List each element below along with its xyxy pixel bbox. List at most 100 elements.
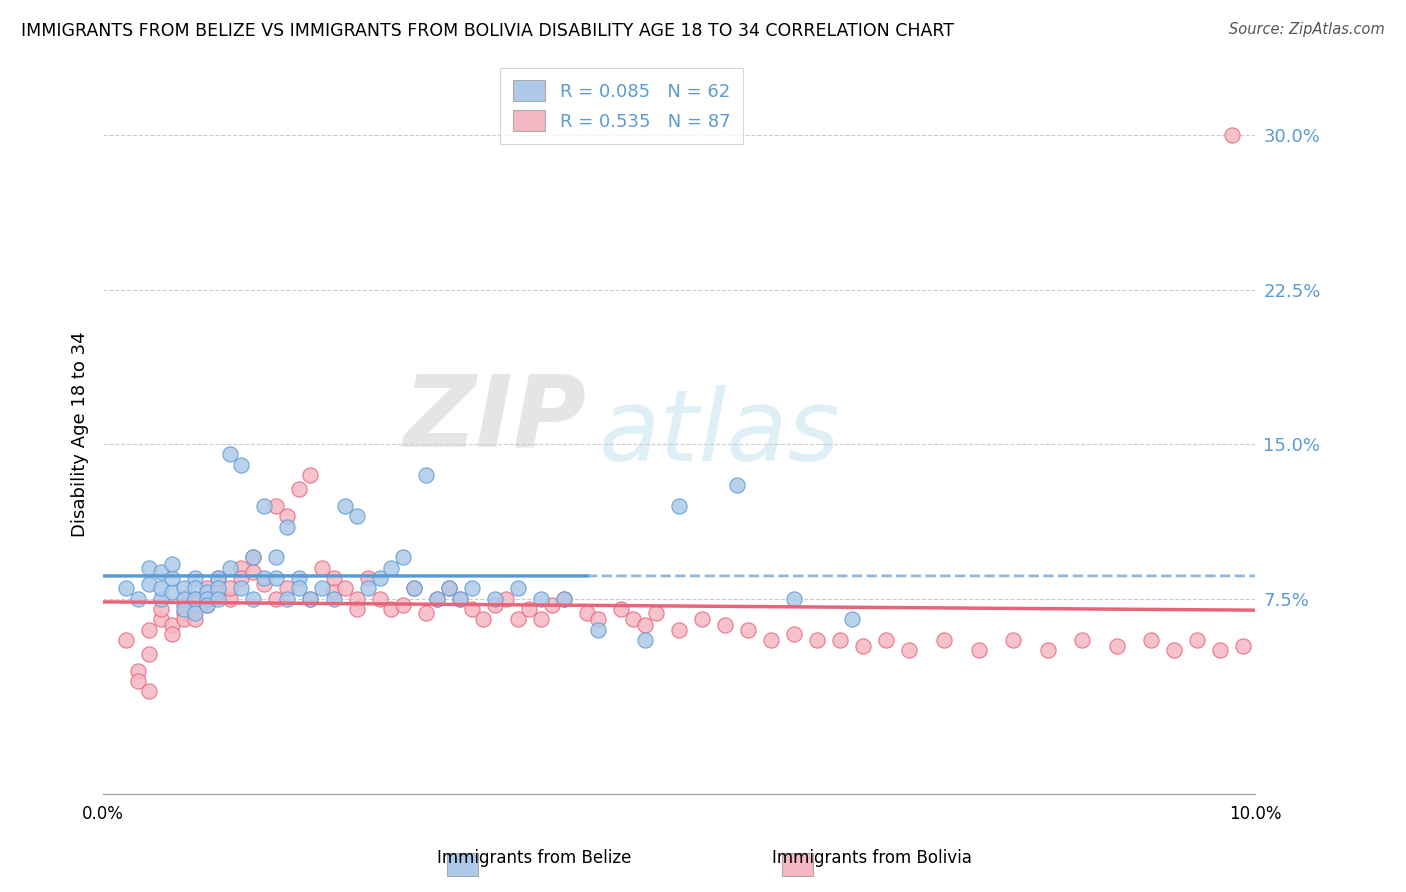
Point <box>173 591 195 606</box>
Point <box>391 598 413 612</box>
Point <box>162 626 184 640</box>
Point <box>173 602 195 616</box>
Point <box>541 598 564 612</box>
Point <box>231 582 253 596</box>
Point <box>737 623 759 637</box>
Point <box>437 582 460 596</box>
Point <box>264 550 287 565</box>
Point <box>162 571 184 585</box>
Point <box>207 571 229 585</box>
Point <box>633 632 655 647</box>
Point <box>357 571 380 585</box>
Point <box>299 591 322 606</box>
Point <box>404 582 426 596</box>
Point <box>322 571 344 585</box>
Text: IMMIGRANTS FROM BELIZE VS IMMIGRANTS FROM BOLIVIA DISABILITY AGE 18 TO 34 CORREL: IMMIGRANTS FROM BELIZE VS IMMIGRANTS FRO… <box>21 22 955 40</box>
Point <box>138 623 160 637</box>
Point <box>472 612 495 626</box>
Point <box>253 499 276 513</box>
Point <box>1220 128 1243 142</box>
Point <box>415 468 437 483</box>
Point <box>333 499 356 513</box>
Point <box>242 591 264 606</box>
Point <box>1002 632 1025 647</box>
Point <box>783 626 806 640</box>
Point <box>588 612 610 626</box>
Point <box>184 612 207 626</box>
Point <box>461 582 484 596</box>
Point <box>162 585 184 599</box>
Point <box>841 612 863 626</box>
Point <box>276 519 298 533</box>
Point <box>932 632 955 647</box>
Point <box>506 582 529 596</box>
Point <box>1071 632 1094 647</box>
Point <box>333 582 356 596</box>
Point <box>138 647 160 661</box>
Point <box>391 550 413 565</box>
Point <box>404 582 426 596</box>
Point <box>288 582 311 596</box>
Point <box>1232 639 1254 653</box>
Point <box>588 623 610 637</box>
Point <box>173 598 195 612</box>
Point <box>149 591 172 606</box>
Point <box>426 591 449 606</box>
Point <box>195 598 218 612</box>
Point <box>346 509 368 524</box>
Point <box>115 632 138 647</box>
Point <box>1140 632 1163 647</box>
Point <box>322 585 344 599</box>
Point <box>553 591 575 606</box>
Point <box>173 606 195 620</box>
Point <box>149 612 172 626</box>
Text: Immigrants from Bolivia: Immigrants from Bolivia <box>772 849 972 867</box>
Point <box>162 557 184 571</box>
Point <box>149 582 172 596</box>
Point <box>506 612 529 626</box>
Point <box>461 602 484 616</box>
Point <box>184 602 207 616</box>
Point <box>761 632 783 647</box>
Point <box>806 632 828 647</box>
Point <box>1209 643 1232 657</box>
Point <box>207 571 229 585</box>
Point <box>380 560 402 574</box>
Point <box>368 591 391 606</box>
Point <box>380 602 402 616</box>
Point <box>346 591 368 606</box>
Point <box>195 585 218 599</box>
Text: Source: ZipAtlas.com: Source: ZipAtlas.com <box>1229 22 1385 37</box>
Point <box>517 602 540 616</box>
Point <box>173 582 195 596</box>
Point <box>311 582 333 596</box>
Point <box>530 591 553 606</box>
Point <box>1036 643 1059 657</box>
Point <box>231 458 253 472</box>
Point <box>184 606 207 620</box>
Point <box>426 591 449 606</box>
Point <box>311 560 333 574</box>
Point <box>127 664 149 678</box>
Point <box>242 565 264 579</box>
Point <box>553 591 575 606</box>
Point <box>484 598 506 612</box>
Point <box>633 618 655 632</box>
Point <box>725 478 748 492</box>
Point <box>138 684 160 698</box>
Point <box>253 571 276 585</box>
Point <box>357 582 380 596</box>
Point <box>346 602 368 616</box>
Point <box>242 550 264 565</box>
Point <box>218 560 240 574</box>
Point <box>645 606 668 620</box>
Point <box>253 577 276 591</box>
Point <box>195 598 218 612</box>
Point <box>231 571 253 585</box>
Point <box>368 571 391 585</box>
Point <box>195 582 218 596</box>
Point <box>299 468 322 483</box>
Point <box>195 591 218 606</box>
Text: atlas: atlas <box>599 385 839 483</box>
Point <box>495 591 517 606</box>
